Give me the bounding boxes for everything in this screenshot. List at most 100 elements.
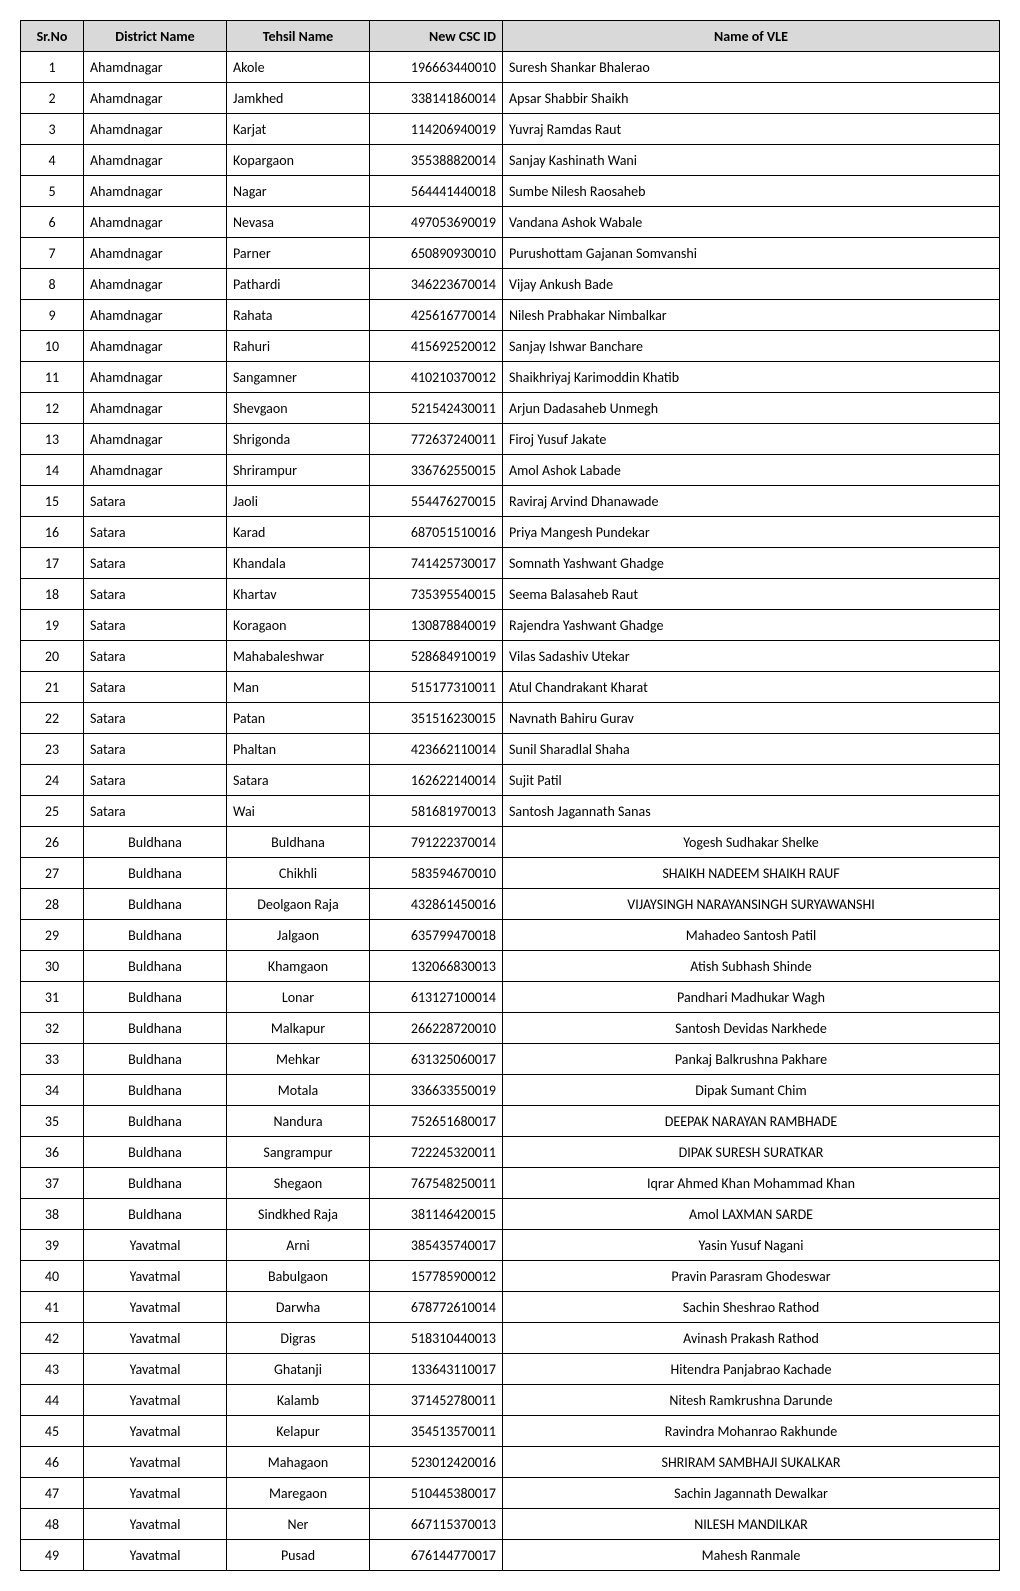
cell-cscid: 385435740017	[370, 1230, 503, 1261]
cell-name: Seema Balasaheb Raut	[503, 579, 1000, 610]
table-row: 26BuldhanaBuldhana791222370014Yogesh Sud…	[21, 827, 1000, 858]
cell-cscid: 336762550015	[370, 455, 503, 486]
cell-name: Sachin Sheshrao Rathod	[503, 1292, 1000, 1323]
cell-tehsil: Shevgaon	[227, 393, 370, 424]
cell-name: Purushottam Gajanan Somvanshi	[503, 238, 1000, 269]
cell-cscid: 432861450016	[370, 889, 503, 920]
cell-district: Ahamdnagar	[84, 145, 227, 176]
cell-district: Buldhana	[84, 920, 227, 951]
cell-cscid: 667115370013	[370, 1509, 503, 1540]
cell-tehsil: Sangrampur	[227, 1137, 370, 1168]
cell-srno: 41	[21, 1292, 84, 1323]
cell-name: DEEPAK NARAYAN RAMBHADE	[503, 1106, 1000, 1137]
cell-srno: 31	[21, 982, 84, 1013]
cell-tehsil: Malkapur	[227, 1013, 370, 1044]
cell-name: Suresh Shankar Bhalerao	[503, 52, 1000, 83]
cell-cscid: 741425730017	[370, 548, 503, 579]
cell-tehsil: Mehkar	[227, 1044, 370, 1075]
cell-name: Sanjay Ishwar Banchare	[503, 331, 1000, 362]
cell-cscid: 130878840019	[370, 610, 503, 641]
cell-cscid: 196663440010	[370, 52, 503, 83]
table-row: 3AhamdnagarKarjat114206940019Yuvraj Ramd…	[21, 114, 1000, 145]
cell-srno: 29	[21, 920, 84, 951]
cell-srno: 11	[21, 362, 84, 393]
cell-cscid: 132066830013	[370, 951, 503, 982]
cell-srno: 49	[21, 1540, 84, 1571]
cell-srno: 28	[21, 889, 84, 920]
table-row: 42YavatmalDigras518310440013Avinash Prak…	[21, 1323, 1000, 1354]
cell-tehsil: Rahata	[227, 300, 370, 331]
cell-name: VIJAYSINGH NARAYANSINGH SURYAWANSHI	[503, 889, 1000, 920]
table-row: 11AhamdnagarSangamner410210370012Shaikhr…	[21, 362, 1000, 393]
cell-district: Yavatmal	[84, 1230, 227, 1261]
cell-cscid: 635799470018	[370, 920, 503, 951]
cell-cscid: 266228720010	[370, 1013, 503, 1044]
cell-srno: 34	[21, 1075, 84, 1106]
cell-district: Buldhana	[84, 982, 227, 1013]
cell-name: Pravin Parasram Ghodeswar	[503, 1261, 1000, 1292]
cell-cscid: 752651680017	[370, 1106, 503, 1137]
cell-cscid: 564441440018	[370, 176, 503, 207]
cell-name: Shaikhriyaj Karimoddin Khatib	[503, 362, 1000, 393]
table-row: 28BuldhanaDeolgaon Raja432861450016VIJAY…	[21, 889, 1000, 920]
table-row: 5AhamdnagarNagar564441440018Sumbe Nilesh…	[21, 176, 1000, 207]
cell-cscid: 515177310011	[370, 672, 503, 703]
cell-cscid: 678772610014	[370, 1292, 503, 1323]
cell-cscid: 346223670014	[370, 269, 503, 300]
cell-tehsil: Ner	[227, 1509, 370, 1540]
table-header-row: Sr.No District Name Tehsil Name New CSC …	[21, 21, 1000, 52]
cell-tehsil: Motala	[227, 1075, 370, 1106]
cell-district: Buldhana	[84, 951, 227, 982]
cell-name: Sachin Jagannath Dewalkar	[503, 1478, 1000, 1509]
cell-tehsil: Mahagaon	[227, 1447, 370, 1478]
cell-district: Satara	[84, 486, 227, 517]
cell-cscid: 722245320011	[370, 1137, 503, 1168]
cell-srno: 42	[21, 1323, 84, 1354]
cell-srno: 27	[21, 858, 84, 889]
cell-cscid: 791222370014	[370, 827, 503, 858]
cell-district: Ahamdnagar	[84, 269, 227, 300]
header-srno: Sr.No	[21, 21, 84, 52]
cell-tehsil: Akole	[227, 52, 370, 83]
cell-cscid: 676144770017	[370, 1540, 503, 1571]
cell-district: Satara	[84, 765, 227, 796]
cell-srno: 12	[21, 393, 84, 424]
cell-district: Satara	[84, 548, 227, 579]
cell-name: Navnath Bahiru Gurav	[503, 703, 1000, 734]
table-row: 43YavatmalGhatanji133643110017Hitendra P…	[21, 1354, 1000, 1385]
cell-cscid: 510445380017	[370, 1478, 503, 1509]
cell-srno: 21	[21, 672, 84, 703]
table-row: 8AhamdnagarPathardi346223670014Vijay Ank…	[21, 269, 1000, 300]
cell-tehsil: Arni	[227, 1230, 370, 1261]
cell-cscid: 371452780011	[370, 1385, 503, 1416]
cell-cscid: 613127100014	[370, 982, 503, 1013]
cell-district: Yavatmal	[84, 1292, 227, 1323]
cell-district: Buldhana	[84, 1044, 227, 1075]
table-row: 10AhamdnagarRahuri415692520012Sanjay Ish…	[21, 331, 1000, 362]
table-row: 48YavatmalNer667115370013NILESH MANDILKA…	[21, 1509, 1000, 1540]
cell-cscid: 528684910019	[370, 641, 503, 672]
cell-name: Vandana Ashok Wabale	[503, 207, 1000, 238]
cell-cscid: 162622140014	[370, 765, 503, 796]
cell-srno: 19	[21, 610, 84, 641]
cell-tehsil: Shrirampur	[227, 455, 370, 486]
cell-tehsil: Khandala	[227, 548, 370, 579]
header-tehsil: Tehsil Name	[227, 21, 370, 52]
cell-name: Pandhari Madhukar Wagh	[503, 982, 1000, 1013]
cell-cscid: 581681970013	[370, 796, 503, 827]
cell-district: Ahamdnagar	[84, 83, 227, 114]
cell-district: Yavatmal	[84, 1478, 227, 1509]
table-row: 32BuldhanaMalkapur266228720010Santosh De…	[21, 1013, 1000, 1044]
cell-cscid: 336633550019	[370, 1075, 503, 1106]
cell-district: Yavatmal	[84, 1354, 227, 1385]
cell-tehsil: Khamgaon	[227, 951, 370, 982]
cell-srno: 24	[21, 765, 84, 796]
cell-district: Satara	[84, 703, 227, 734]
table-row: 4AhamdnagarKopargaon355388820014Sanjay K…	[21, 145, 1000, 176]
cell-tehsil: Darwha	[227, 1292, 370, 1323]
cell-district: Ahamdnagar	[84, 300, 227, 331]
cell-district: Ahamdnagar	[84, 52, 227, 83]
cell-name: Nitesh Ramkrushna Darunde	[503, 1385, 1000, 1416]
table-row: 23SataraPhaltan423662110014Sunil Sharadl…	[21, 734, 1000, 765]
cell-tehsil: Maregaon	[227, 1478, 370, 1509]
